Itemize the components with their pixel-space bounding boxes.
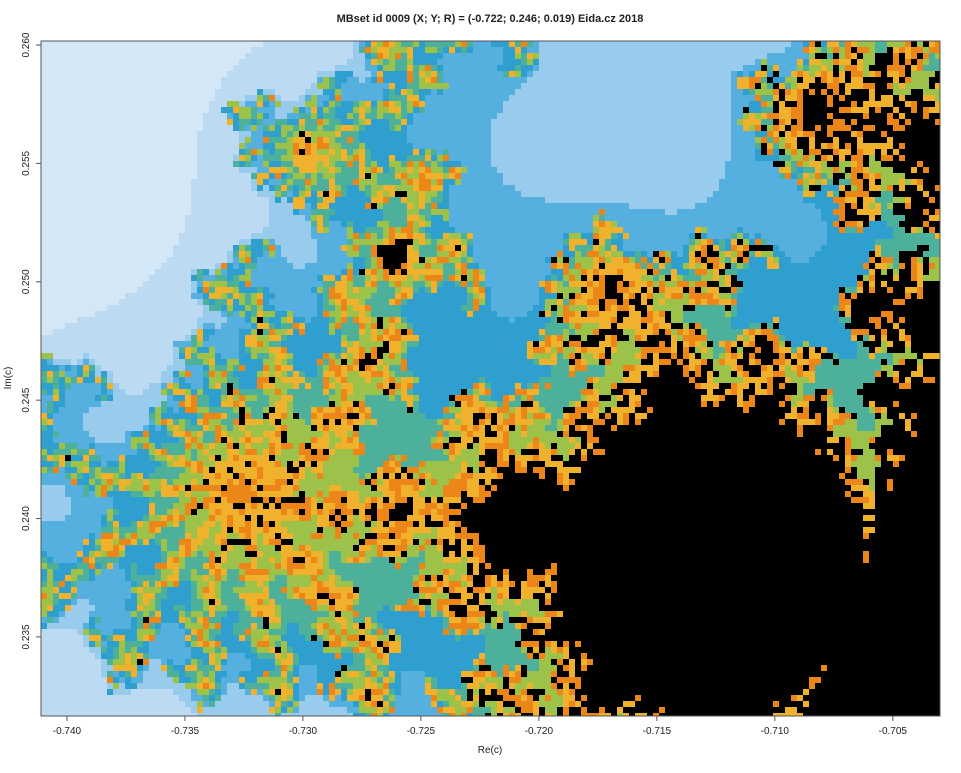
y-tick-label: 0.240 bbox=[21, 506, 32, 531]
escape-band bbox=[41, 41, 827, 716]
plot-frame bbox=[40, 40, 941, 717]
fractal-image bbox=[41, 41, 940, 716]
x-tick-label: -0.740 bbox=[53, 726, 82, 737]
escape-band bbox=[41, 41, 263, 335]
x-tick-label: -0.725 bbox=[407, 726, 436, 737]
chart-title: MBset id 0009 (X; Y; R) = (-0.722; 0.246… bbox=[337, 13, 644, 25]
x-tick-label: -0.705 bbox=[879, 726, 908, 737]
escape-band bbox=[41, 41, 940, 716]
y-tick-label: 0.235 bbox=[21, 624, 32, 649]
escape-band bbox=[41, 41, 791, 716]
escape-band bbox=[41, 41, 940, 716]
set-interior bbox=[65, 41, 940, 716]
escape-band bbox=[41, 41, 353, 716]
y-tick-label: 0.250 bbox=[21, 269, 32, 294]
y-axis-label: Im(c) bbox=[3, 367, 14, 390]
x-tick-label: -0.735 bbox=[171, 726, 200, 737]
escape-band bbox=[41, 41, 940, 716]
y-tick-label: 0.260 bbox=[21, 32, 32, 57]
escape-band bbox=[41, 41, 940, 716]
x-tick-label: -0.730 bbox=[289, 726, 318, 737]
x-axis-label: Re(c) bbox=[478, 745, 502, 756]
y-tick-label: 0.245 bbox=[21, 387, 32, 412]
x-tick-label: -0.720 bbox=[525, 726, 554, 737]
x-tick-label: -0.715 bbox=[643, 726, 672, 737]
escape-band bbox=[41, 41, 893, 716]
y-tick-label: 0.255 bbox=[21, 150, 32, 175]
x-tick-label: -0.710 bbox=[761, 726, 790, 737]
